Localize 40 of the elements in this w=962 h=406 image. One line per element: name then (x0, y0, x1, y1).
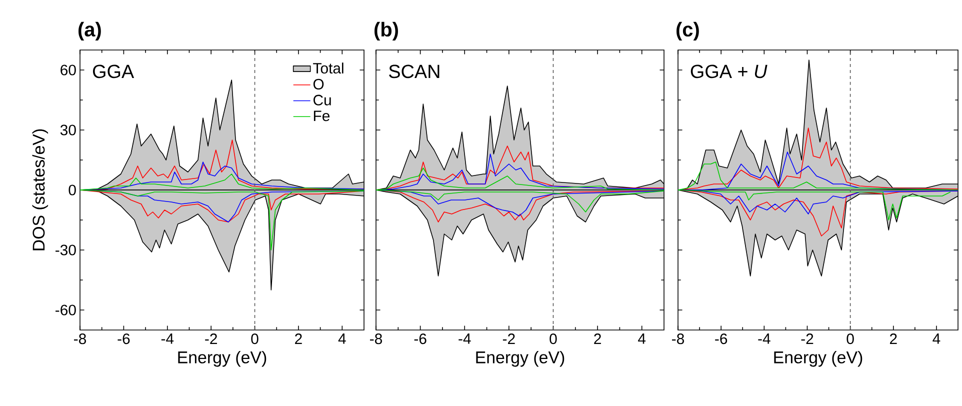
y-axis-title: DOS (states/eV) (32, 129, 48, 250)
legend-label: O (313, 78, 324, 90)
x-tick-label: 4 (338, 334, 346, 344)
x-tick-label: 4 (638, 334, 646, 344)
x-tick-label: -8 (74, 334, 86, 344)
legend-label: Total (313, 62, 344, 74)
x-tick-label: -4 (161, 334, 174, 344)
x-tick-label: 2 (594, 334, 601, 344)
legend-label: Cu (314, 94, 331, 106)
y-tick-label: 0 (68, 184, 76, 196)
x-axis-title: Energy (eV) (774, 350, 862, 367)
x-tick-label: 2 (295, 334, 302, 344)
x-tick-label: -2 (801, 334, 814, 344)
x-tick-label: -6 (414, 334, 426, 344)
y-tick-label: -60 (56, 304, 76, 316)
annotation: SCAN (389, 64, 440, 78)
y-tick-label: 30 (60, 124, 76, 136)
x-tick-label: -4 (758, 334, 770, 344)
x-axis-title: Energy (eV) (476, 350, 564, 367)
x-tick-label: 0 (251, 334, 258, 344)
x-tick-label: -8 (672, 334, 684, 344)
chart-title: (c) (676, 22, 699, 41)
legend-label: Fe (314, 110, 330, 122)
x-tick-label: 2 (890, 334, 897, 344)
y-tick-label: -30 (56, 244, 76, 256)
x-tick-label: -6 (715, 334, 728, 344)
x-tick-label: -2 (502, 334, 515, 344)
x-tick-label: 0 (550, 334, 557, 344)
annotation: GGA + U (690, 64, 768, 78)
x-tick-label: 0 (846, 334, 854, 344)
x-axis-title: Energy (eV) (178, 350, 266, 367)
x-tick-label: -4 (458, 334, 471, 344)
x-tick-label: -8 (370, 334, 382, 344)
x-tick-label: 4 (932, 334, 940, 344)
chart-title: (a) (78, 22, 101, 41)
x-tick-label: -2 (205, 334, 217, 344)
x-tick-label: -6 (118, 334, 130, 344)
y-tick-label: 60 (60, 64, 76, 76)
chart-title: (b) (374, 22, 398, 41)
annotation: GGA (92, 64, 134, 78)
